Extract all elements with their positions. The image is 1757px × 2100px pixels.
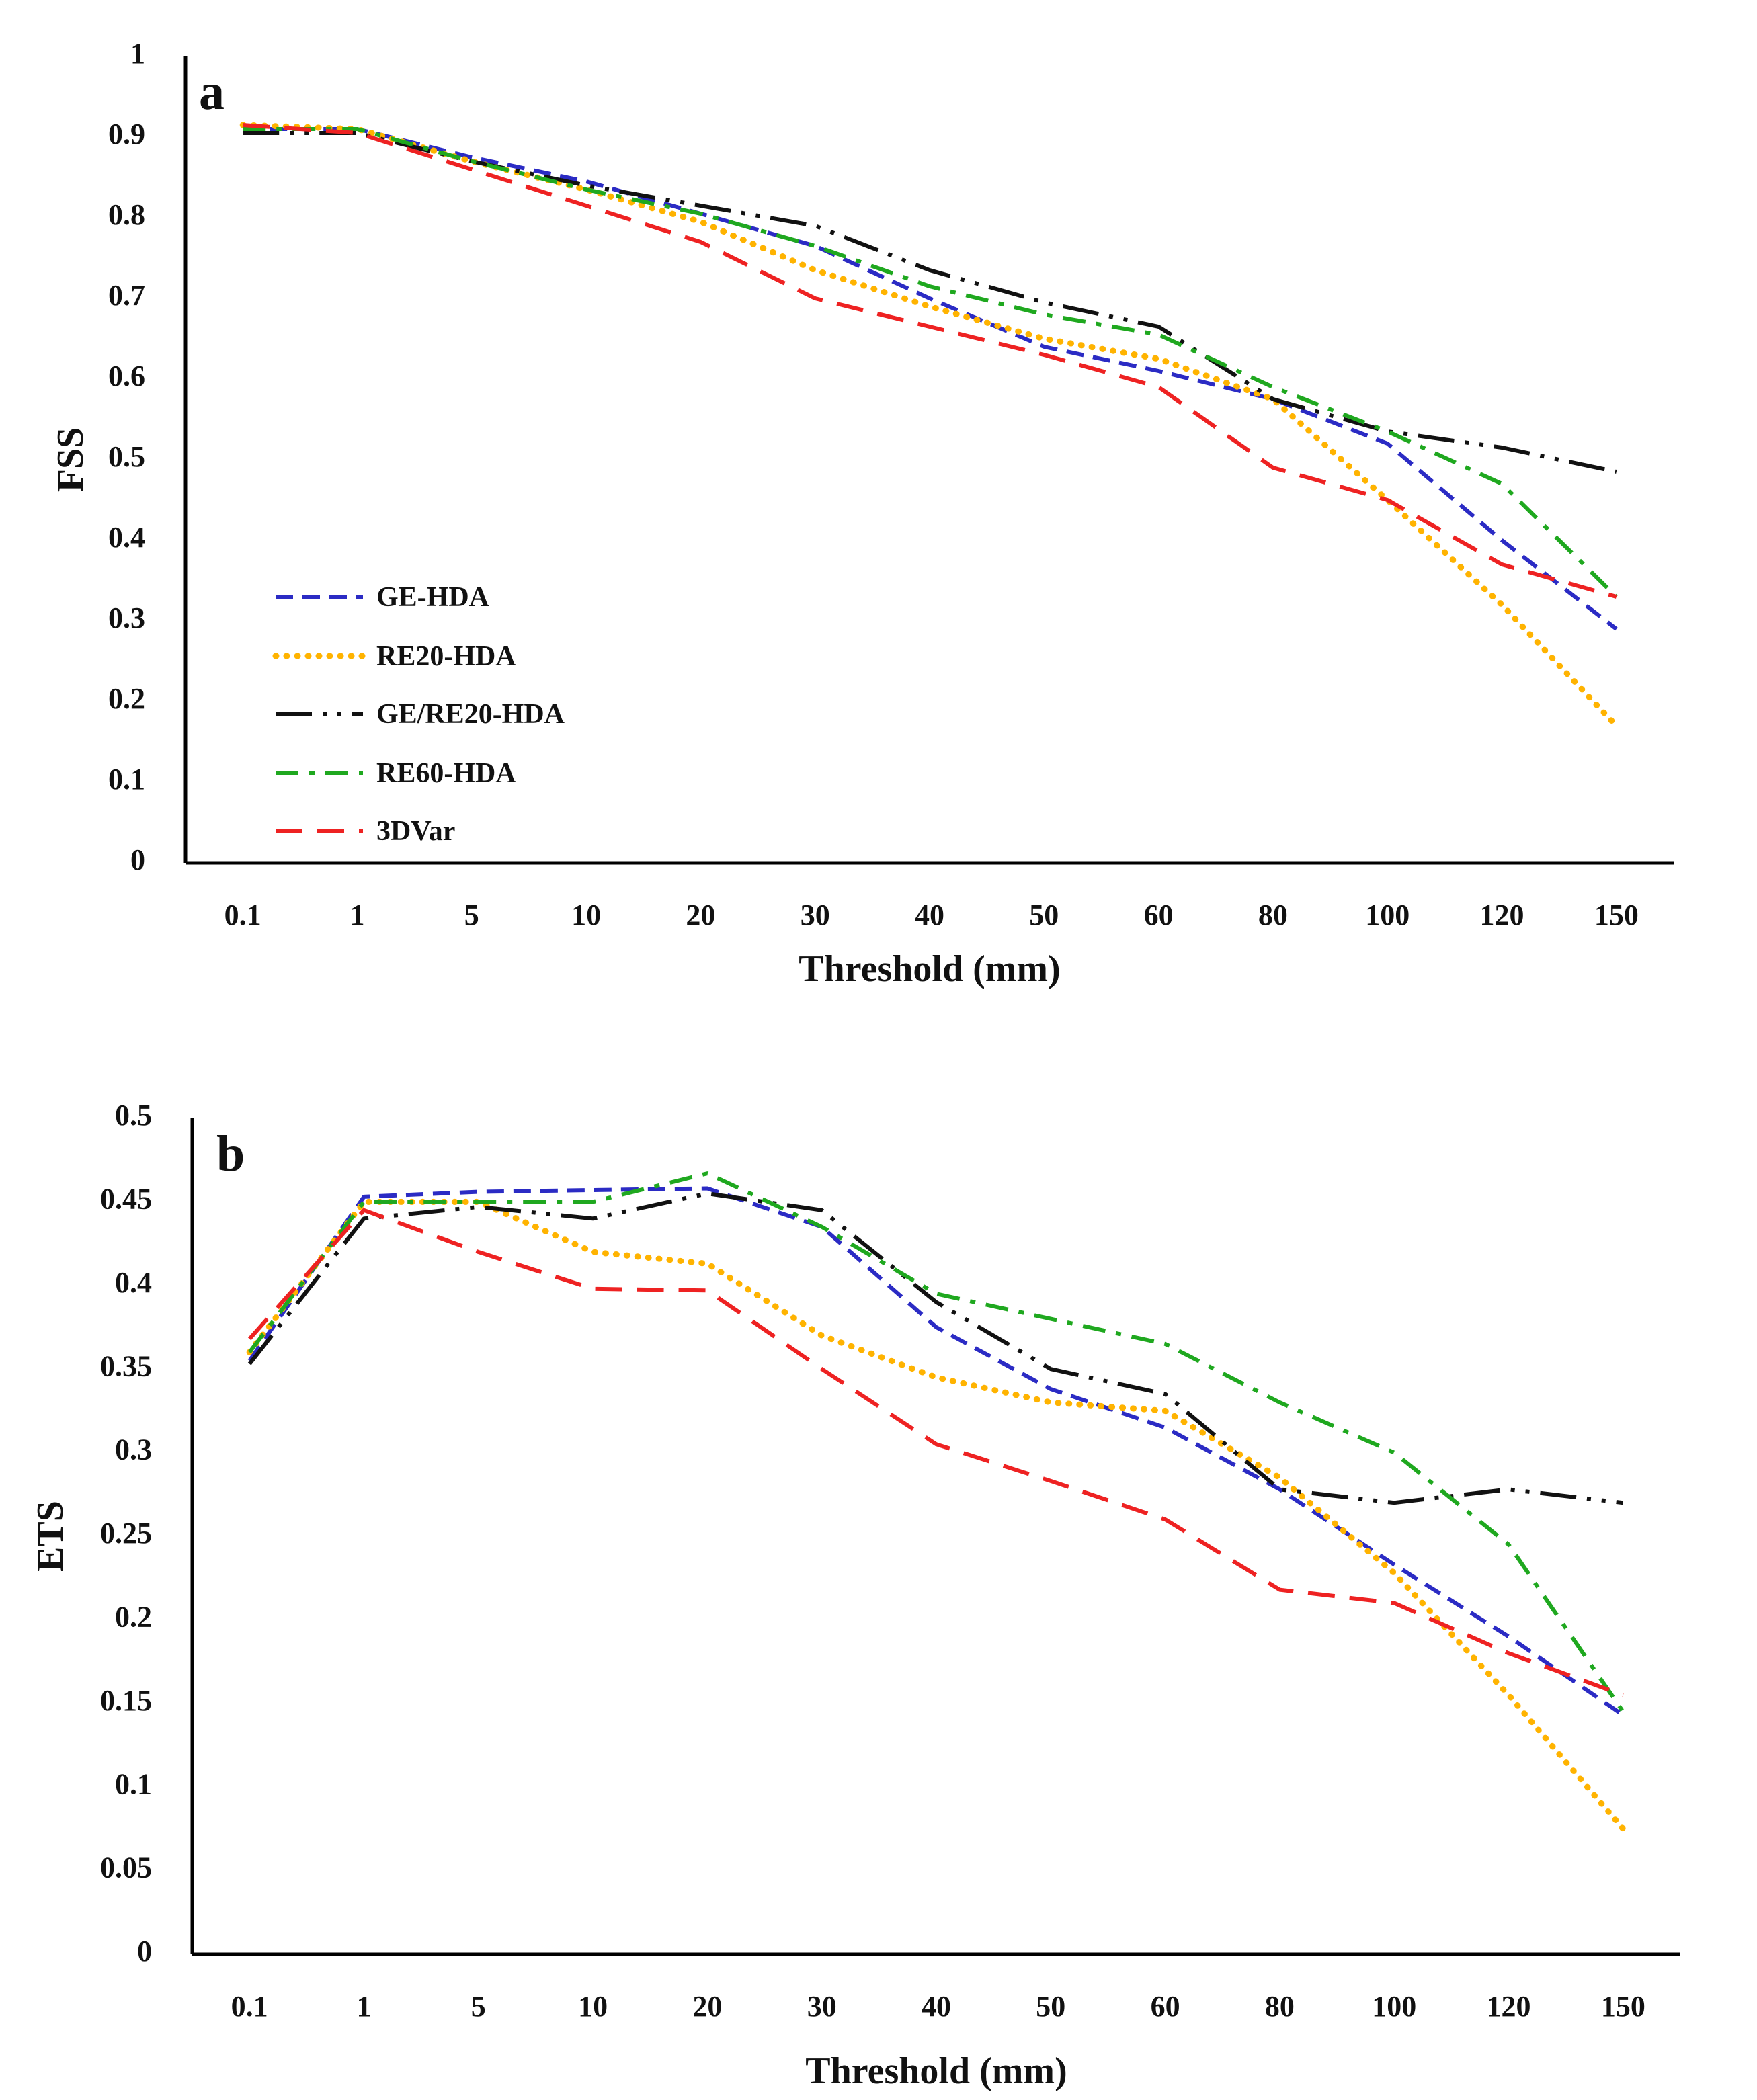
panel-b-x-tick-label: 10 <box>578 1990 608 2023</box>
panel-a-y-axis-label: FSS <box>50 427 91 493</box>
panel-a-x-tick-label: 50 <box>1029 898 1059 931</box>
panel-a-x-tick-label: 20 <box>686 898 715 931</box>
legend-label-3dvar: 3DVar <box>376 816 455 847</box>
panel-a-x-tick-label: 30 <box>801 898 830 931</box>
panel-a-x-tick-label: 5 <box>464 898 479 931</box>
panel-a-y-tick-label: 0.1 <box>108 763 145 796</box>
panel-b-x-ticks: 0.1 1 5 10 20 30 40 50 60 80 100 120 150 <box>231 1990 1645 2023</box>
panel-a-x-tick-label: 80 <box>1258 898 1288 931</box>
panel-a-x-axis-label: Threshold (mm) <box>799 948 1060 990</box>
panel-a-series-line-ge-re20-hda <box>243 131 1617 474</box>
legend-item-re60-hda: RE60-HDA <box>276 758 516 789</box>
panel-b-y-tick-label: 0 <box>137 1935 152 1968</box>
panel-a-x-tick-label: 10 <box>571 898 601 931</box>
panel-b-y-tick-label: 0.05 <box>100 1851 152 1884</box>
panel-b-x-tick-label: 5 <box>471 1990 486 2023</box>
panel-a-x-ticks: 0.1 1 5 10 20 30 40 50 60 80 100 120 150 <box>224 898 1639 931</box>
panel-b-x-tick-label: 60 <box>1151 1990 1180 2023</box>
panel-a-y-tick-label: 0.3 <box>108 601 145 634</box>
panel-a-x-tick-label: 100 <box>1365 898 1409 931</box>
panel-b-y-tick-label: 0.5 <box>115 1099 152 1132</box>
panel-b-y-tick-label: 0.25 <box>100 1517 152 1550</box>
panel-a-series-line-re60-hda <box>243 127 1618 599</box>
panel-a-y-tick-label: 0 <box>130 843 145 876</box>
panel-b-series-line-re20-hda <box>246 1198 1627 1832</box>
panel-b-x-tick-label: 40 <box>922 1990 951 2023</box>
panel-b-ets-chart: b 00.050.10.150.20.250.30.350.40.450.5 0… <box>30 1099 1680 2092</box>
panel-b-y-tick-label: 0.4 <box>115 1266 152 1299</box>
panel-a-series-line-re20-hda <box>239 122 1620 729</box>
panel-a-letter: a <box>199 64 224 120</box>
legend-item-ge-re20-hda: GE/RE20-HDA <box>276 699 565 730</box>
panel-b-x-tick-label: 80 <box>1265 1990 1295 2023</box>
panel-b-y-axis-label: ETS <box>30 1501 71 1572</box>
panel-a-x-tick-label: 150 <box>1594 898 1639 931</box>
panel-a-x-tick-label: 0.1 <box>224 898 261 931</box>
panel-b-x-tick-label: 20 <box>692 1990 722 2023</box>
panel-b-x-tick-label: 50 <box>1036 1990 1065 2023</box>
panel-b-series-line-ge-hda <box>247 1186 1625 1717</box>
panel-a-y-ticks: 0 0.1 0.2 0.3 0.4 0.5 0.6 0.7 0.8 0.9 1 <box>108 37 145 876</box>
legend-item-ge-hda: GE-HDA <box>276 582 490 613</box>
legend-label-ge-hda: GE-HDA <box>376 582 490 613</box>
panel-b-x-axis-label: Threshold (mm) <box>805 2050 1067 2092</box>
panel-b-x-tick-label: 0.1 <box>231 1990 268 2023</box>
panel-b-series-line-ge-re20-hda <box>247 1191 1624 1505</box>
panel-a-y-tick-label: 0.6 <box>108 360 145 392</box>
panel-a-y-tick-label: 0.5 <box>108 440 145 473</box>
panel-b-x-tick-label: 1 <box>356 1990 371 2023</box>
panel-b-x-tick-label: 100 <box>1372 1990 1416 2023</box>
panel-b-x-tick-label: 150 <box>1601 1990 1645 2023</box>
legend-item-re20-hda: RE20-HDA <box>272 641 516 672</box>
panel-a-series <box>239 122 1620 729</box>
panel-b-series <box>246 1171 1627 1832</box>
panel-a-y-tick-label: 0.8 <box>108 198 145 231</box>
panel-b-y-tick-label: 0.3 <box>115 1433 152 1466</box>
panel-a-series-line-3dvar <box>242 123 1617 599</box>
panel-b-x-tick-label: 120 <box>1487 1990 1531 2023</box>
panel-a-y-tick-label: 1 <box>130 37 145 70</box>
panel-a-x-tick-label: 40 <box>915 898 944 931</box>
panel-a-x-tick-label: 120 <box>1480 898 1524 931</box>
panel-a-x-tick-label: 60 <box>1144 898 1174 931</box>
legend: GE-HDA RE20-HDA GE/RE20-HDA RE60-HDA 3DV… <box>272 582 565 847</box>
panel-b-y-tick-label: 0.45 <box>100 1182 152 1215</box>
panel-a-y-tick-label: 0.2 <box>108 682 145 715</box>
panel-a-x-tick-label: 1 <box>350 898 364 931</box>
panel-b-y-ticks: 0 0.05 0.1 0.15 0.2 0.25 0.3 0.35 0.4 0.45 0.5 <box>100 1099 152 1968</box>
legend-label-ge-re20-hda: GE/RE20-HDA <box>376 699 565 730</box>
panel-b-series-line-3dvar <box>247 1208 1624 1697</box>
panel-b-y-tick-label: 0.15 <box>100 1684 152 1717</box>
legend-label-re20-hda: RE20-HDA <box>376 641 516 672</box>
panel-b-y-tick-label: 0.1 <box>115 1767 152 1800</box>
panel-b-y-tick-label: 0.35 <box>100 1349 152 1382</box>
panel-a-series-line-ge-hda <box>243 127 1618 631</box>
legend-label-re60-hda: RE60-HDA <box>376 758 516 789</box>
panel-a-y-tick-label: 0.4 <box>108 521 145 554</box>
panel-b-x-tick-label: 30 <box>807 1990 837 2023</box>
panel-a-fss-chart: a 0 0.1 0.2 0.3 0.4 0.5 0.6 0.7 0.8 0.9 1 0.1 1 5 10 2… <box>50 37 1674 990</box>
panel-b-series-line-re60-hda <box>247 1171 1625 1713</box>
legend-item-3dvar: 3DVar <box>276 816 455 847</box>
panel-b-y-tick-label: 0.2 <box>115 1600 152 1633</box>
panel-a-y-tick-label: 0.7 <box>108 279 145 312</box>
panel-a-y-tick-label: 0.9 <box>108 118 145 151</box>
panel-b-letter: b <box>216 1126 245 1182</box>
